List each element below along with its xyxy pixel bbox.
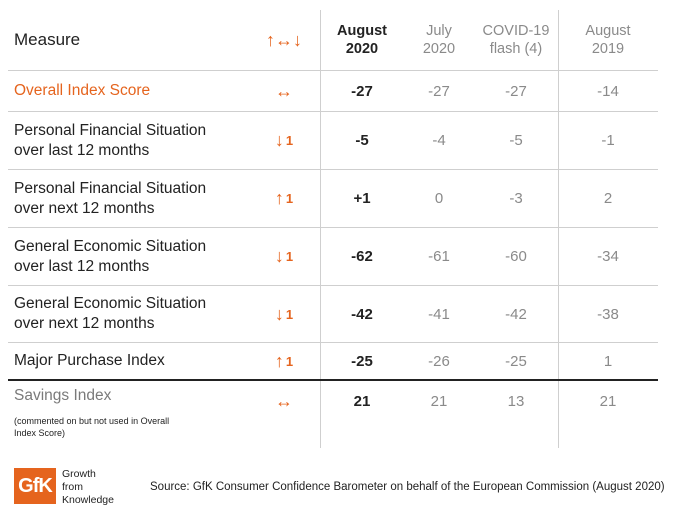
measure-label: Overall Index Score bbox=[14, 82, 151, 99]
column-divider bbox=[558, 10, 559, 448]
trend-up-icon: ↑ 1 bbox=[274, 188, 294, 208]
table-row: General Economic Situation over last 12 m… bbox=[8, 228, 658, 286]
footer: GfK Growth from Knowledge Source: GfK Co… bbox=[0, 460, 682, 524]
value-jul-2020: 0 bbox=[434, 190, 444, 207]
measure-label: Major Purchase Index bbox=[14, 352, 165, 369]
value-covid-flash: -27 bbox=[505, 82, 527, 100]
value-covid-flash: -60 bbox=[505, 248, 527, 265]
value-jul-2020: 21 bbox=[430, 392, 448, 410]
trend-flat-icon: ↔ bbox=[275, 80, 293, 101]
measure-header: Measure bbox=[14, 30, 81, 49]
value-aug-2019: 2 bbox=[603, 190, 613, 207]
table-row: Overall Index Score ↔ -27 -27 -27 -14 bbox=[8, 71, 658, 112]
value-jul-2020: -27 bbox=[428, 82, 450, 100]
trend-header-icon: ↑↔↓ bbox=[266, 29, 302, 50]
table-row: Personal Financial Situation over last 12… bbox=[8, 112, 658, 170]
measure-label: Savings Index bbox=[14, 387, 112, 404]
value-jul-2020: -4 bbox=[432, 132, 446, 149]
measure-label: Personal Financial Situation over next 12… bbox=[14, 179, 207, 217]
trend-up-icon: ↑ 1 bbox=[274, 350, 294, 371]
value-aug-2020: -27 bbox=[351, 82, 373, 100]
logo-tagline: Growth from Knowledge bbox=[62, 468, 114, 506]
col-header-covid-flash: COVID-19 flash (4) bbox=[482, 23, 550, 57]
value-aug-2019: -34 bbox=[597, 248, 619, 265]
value-jul-2020: -41 bbox=[428, 305, 450, 323]
trend-down-icon: ↓ 1 bbox=[274, 130, 294, 150]
trend-down-icon: ↓ 1 bbox=[274, 246, 294, 266]
trend-flat-icon: ↔ bbox=[275, 390, 293, 411]
column-divider bbox=[320, 10, 321, 448]
value-covid-flash: -25 bbox=[505, 352, 527, 370]
value-covid-flash: -42 bbox=[505, 305, 527, 323]
col-header-jul-2020: July 2020 bbox=[422, 23, 456, 57]
value-aug-2019: -1 bbox=[601, 132, 615, 149]
value-aug-2020: -25 bbox=[351, 352, 373, 370]
value-jul-2020: -61 bbox=[428, 248, 450, 265]
value-covid-flash: -3 bbox=[509, 190, 523, 207]
col-header-aug-2019: August 2019 bbox=[585, 23, 631, 57]
savings-note: (commented on but not used in Overall In… bbox=[14, 416, 170, 438]
trend-down-icon: ↓ 1 bbox=[274, 303, 294, 324]
source-note: Source: GfK Consumer Confidence Baromete… bbox=[150, 481, 665, 493]
value-aug-2019: 21 bbox=[599, 392, 617, 410]
table-row: General Economic Situation over next 12 m… bbox=[8, 286, 658, 343]
value-aug-2019: -14 bbox=[597, 82, 619, 100]
table-row: Major Purchase Index ↑ 1 -25 -26 -25 1 bbox=[8, 343, 658, 381]
table-row-savings: Savings Index (commented on but not used… bbox=[8, 381, 658, 448]
header-row: Measure ↑↔↓ August 2020 July 2020 COVID-19… bbox=[8, 10, 658, 71]
value-aug-2020: 21 bbox=[353, 392, 371, 410]
measure-label: Personal Financial Situation over last 12… bbox=[14, 121, 207, 159]
value-aug-2020: +1 bbox=[353, 190, 371, 207]
value-aug-2020: -62 bbox=[351, 248, 373, 265]
col-header-aug-2020: August 2020 bbox=[337, 23, 387, 57]
value-aug-2019: -38 bbox=[597, 305, 619, 323]
value-aug-2020: -5 bbox=[355, 132, 369, 149]
value-covid-flash: -5 bbox=[509, 132, 523, 149]
value-aug-2020: -42 bbox=[351, 305, 373, 323]
table-row: Personal Financial Situation over next 12… bbox=[8, 170, 658, 228]
gfk-logo: GfK bbox=[14, 468, 56, 504]
value-covid-flash: 13 bbox=[507, 392, 525, 410]
value-jul-2020: -26 bbox=[428, 352, 450, 370]
value-aug-2019: 1 bbox=[603, 352, 613, 370]
measure-label: General Economic Situation over last 12 m… bbox=[14, 237, 207, 275]
measure-label: General Economic Situation over next 12 m… bbox=[14, 295, 207, 332]
